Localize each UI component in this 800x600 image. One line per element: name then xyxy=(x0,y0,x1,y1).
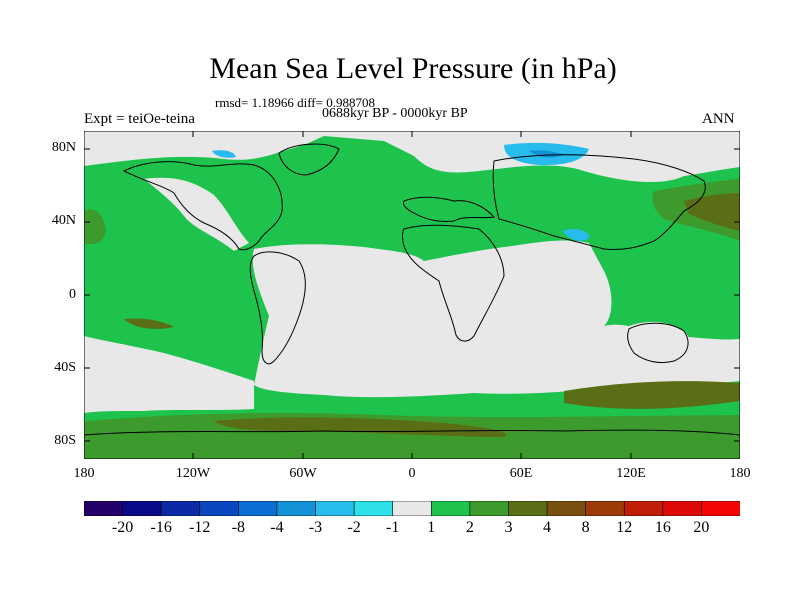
colorbar-segment xyxy=(353,501,394,516)
lon-ticks xyxy=(192,131,632,459)
south-america-coast xyxy=(249,251,306,365)
lat-label-0: 0 xyxy=(69,287,76,302)
lon-label-60w: 60W xyxy=(289,466,317,481)
greenland-negative xyxy=(212,150,236,158)
south-pacific-neutral xyxy=(84,336,254,413)
page-title: Mean Sea Level Pressure (in hPa) xyxy=(209,52,617,85)
west-pacific-dark xyxy=(84,209,106,245)
colorbar-segment xyxy=(662,501,703,516)
lat-label-40n: 40N xyxy=(51,213,76,228)
tibet-negative xyxy=(562,229,590,241)
north-america-coast xyxy=(122,161,283,251)
colorbar-segment xyxy=(469,501,510,516)
lon-label-120e: 120E xyxy=(616,466,646,481)
lat-label-80n: 80N xyxy=(51,140,76,155)
colorbar-segment xyxy=(160,501,201,516)
colorbar-label: 16 xyxy=(654,519,671,536)
colorbar xyxy=(84,501,740,516)
siberia-strong-negative xyxy=(529,150,564,158)
colorbar-segment xyxy=(392,501,432,516)
southern-ocean-dark xyxy=(84,413,740,459)
asia-coast xyxy=(492,154,706,250)
lon-label-0: 0 xyxy=(408,466,416,481)
rmsd-diff-stats: rmsd= 1.18966 diff= 0.988708 xyxy=(215,95,375,110)
olive-patch-south-indian xyxy=(564,381,740,409)
tropical-neutral xyxy=(252,240,740,398)
experiment-label: Expt = teiOe-teina xyxy=(84,111,195,127)
colorbar-label: 3 xyxy=(504,519,513,536)
colorbar-segment xyxy=(84,501,124,516)
time-period: 0688kyr BP - 0000kyr BP xyxy=(322,106,468,121)
colorbar-label: 20 xyxy=(693,519,710,536)
colorbar-segment xyxy=(508,501,548,516)
lon-label-180w: 180 xyxy=(73,466,95,481)
arctic-neutral xyxy=(84,131,740,183)
colorbar-label: -3 xyxy=(308,519,323,536)
colorbar-segment xyxy=(238,501,278,516)
pressure-anomaly-map xyxy=(84,131,740,459)
colorbar-segment xyxy=(199,501,239,516)
colorbar-segment xyxy=(315,501,355,516)
lat-label-40s: 40S xyxy=(54,360,76,375)
lat-label-80s: 80S xyxy=(54,433,76,448)
colorbar-label: -12 xyxy=(189,519,211,536)
antarctica-coast xyxy=(84,429,740,436)
colorbar-label: -1 xyxy=(386,519,400,536)
lon-label-60e: 60E xyxy=(509,466,533,481)
colorbar-segment xyxy=(276,501,317,516)
europe-coast xyxy=(403,196,496,222)
colorbar-label: 1 xyxy=(427,519,436,536)
olive-patch-south-pacific xyxy=(124,318,174,329)
lon-label-180e: 180 xyxy=(729,466,751,481)
season-label: ANN xyxy=(702,111,735,127)
coastlines xyxy=(84,143,740,436)
lat-ticks xyxy=(84,148,740,442)
olive-regions xyxy=(124,193,740,437)
olive-patch-southern-ocean xyxy=(214,417,506,437)
colorbar-segment xyxy=(430,501,471,516)
negative-anomaly-regions xyxy=(212,142,590,241)
australia-coast xyxy=(627,322,689,364)
colorbar-segment xyxy=(585,501,625,516)
colorbar-label: 8 xyxy=(581,519,590,536)
greenland-coast xyxy=(278,143,340,176)
colorbar-label: 2 xyxy=(465,519,474,536)
colorbar-label: -20 xyxy=(111,519,134,536)
colorbar-segment xyxy=(701,501,740,516)
colorbar-segment xyxy=(623,501,664,516)
olive-patch-nw-pacific xyxy=(684,193,740,231)
lon-label-120w: 120W xyxy=(175,466,211,481)
colorbar-label: -8 xyxy=(231,519,245,536)
colorbar-segment xyxy=(122,501,162,516)
colorbar-label: -2 xyxy=(347,519,361,536)
colorbar-label: -16 xyxy=(150,519,172,536)
colorbar-label: -4 xyxy=(270,519,284,536)
colorbar-label: 4 xyxy=(543,519,552,536)
africa-coast xyxy=(402,224,505,342)
colorbar-label: 12 xyxy=(616,519,633,536)
australia-neutral xyxy=(626,321,691,364)
colorbar-segment xyxy=(546,501,587,516)
